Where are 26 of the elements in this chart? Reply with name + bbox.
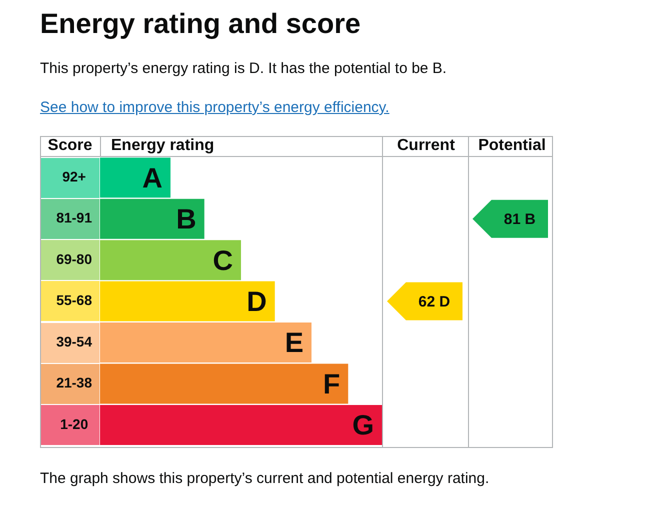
- y-axis-title: Score: [48, 137, 92, 155]
- annotation: E: [284, 327, 304, 358]
- header-cell: Potential: [468, 136, 553, 157]
- text: The graph shows this property’s current and potential energy rating.: [40, 470, 490, 487]
- chart-subtitle: This property’s energy rating is D. It has the potential to be B.: [40, 60, 448, 77]
- chart-title: Energy rating and score: [40, 8, 362, 40]
- header-cell: Score: [40, 136, 100, 157]
- y-tick-label: 55-68: [56, 292, 92, 308]
- annotation: D: [246, 286, 267, 318]
- y-tick-label: 81-91: [56, 210, 92, 226]
- y-tick-label: 92+: [62, 168, 86, 184]
- annotation: B: [176, 204, 196, 235]
- y-tick-label: 21-38: [56, 374, 92, 391]
- header-cell: Energy rating: [100, 136, 383, 157]
- annotation: A: [142, 162, 162, 194]
- text: 81 B: [504, 210, 536, 228]
- y-tick-label: 69-80: [56, 250, 92, 267]
- y-tick-label: 1-20: [60, 416, 88, 432]
- annotation: C: [212, 244, 233, 276]
- y-tick-label: 39-54: [56, 333, 92, 350]
- annotation: F: [323, 368, 340, 400]
- text: 62 D: [418, 293, 450, 310]
- annotation: G: [352, 410, 374, 441]
- text: See how to improve this property’s energy efficiency.: [40, 99, 390, 116]
- header-cell: Current: [382, 136, 469, 157]
- x-axis-title: Energy rating: [111, 137, 214, 155]
